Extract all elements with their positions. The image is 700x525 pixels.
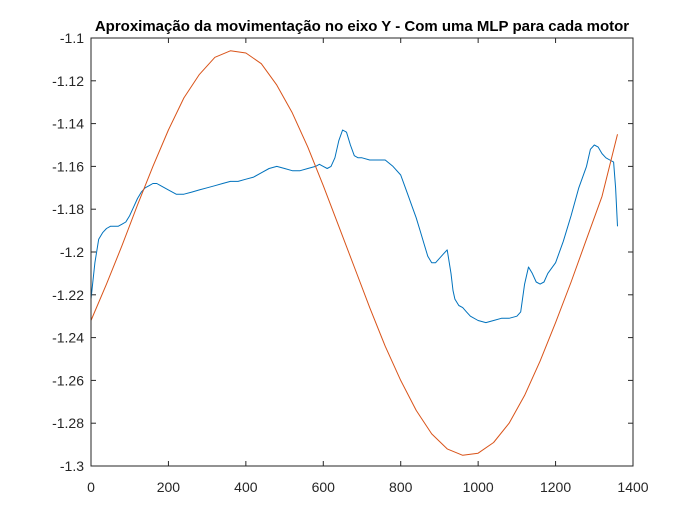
y-tick-label: -1.12 bbox=[52, 73, 84, 89]
x-tick-label: 800 bbox=[389, 479, 413, 495]
x-tick-label: 1000 bbox=[463, 479, 494, 495]
x-tick-label: 0 bbox=[87, 479, 95, 495]
y-tick-label: -1.16 bbox=[52, 158, 84, 174]
axes-ticks: 0 200 400 600 800 1000 1200 1400 -1.1 -1.12 -1.14 -… bbox=[52, 30, 649, 495]
y-tick-label: -1.22 bbox=[52, 287, 84, 303]
y-tick-label: -1.2 bbox=[60, 244, 84, 260]
axes-box bbox=[90, 37, 634, 467]
x-tick-label: 400 bbox=[234, 479, 258, 495]
y-tick-label: -1.26 bbox=[52, 372, 84, 388]
x-tick-label: 200 bbox=[157, 479, 181, 495]
x-tick-label: 600 bbox=[312, 479, 336, 495]
chart-title: Aproximação da movimentação no eixo Y - … bbox=[95, 18, 629, 35]
y-tick-label: -1.18 bbox=[52, 201, 84, 217]
x-tick-label: 1200 bbox=[540, 479, 571, 495]
x-tick-label: 1400 bbox=[617, 479, 648, 495]
y-tick-label: -1.3 bbox=[60, 458, 84, 474]
plot-area bbox=[90, 50, 618, 456]
series-line-2 bbox=[90, 50, 618, 456]
series-line-1 bbox=[90, 129, 618, 324]
y-tick-label: -1.1 bbox=[60, 30, 84, 46]
y-tick-label: -1.28 bbox=[52, 415, 84, 431]
y-tick-label: -1.24 bbox=[52, 330, 84, 346]
y-tick-label: -1.14 bbox=[52, 116, 84, 132]
